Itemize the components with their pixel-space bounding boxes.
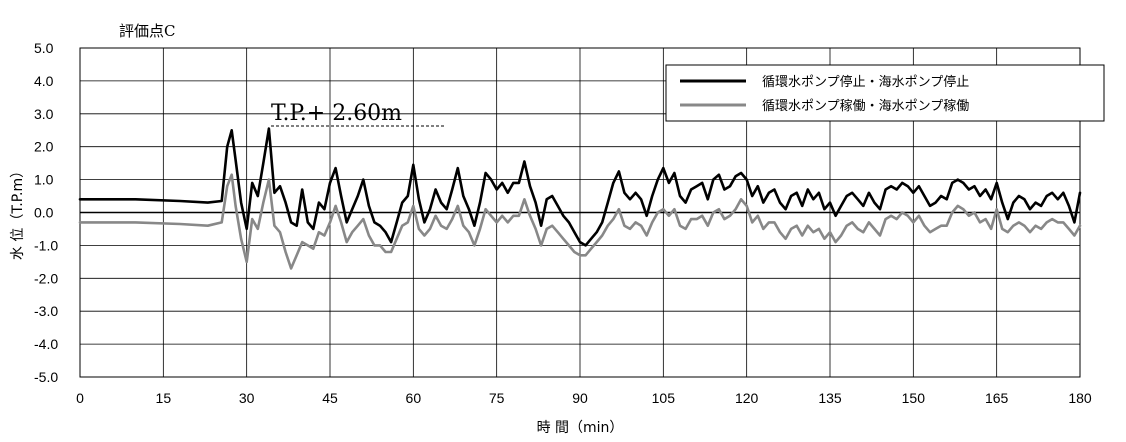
y-tick-label: 4.0 [34, 73, 54, 89]
y-tick-label: 3.0 [34, 106, 54, 122]
peak-annotation-text: T.P.+ 2.60m [271, 101, 402, 126]
series-line-stopped [78, 127, 1082, 247]
x-tick-label: 30 [239, 390, 255, 406]
y-tick-label: -4.0 [34, 336, 58, 352]
x-tick-label: 0 [76, 390, 84, 406]
x-tick-label: 180 [1068, 390, 1092, 406]
x-tick-label: 75 [489, 390, 505, 406]
legend-label-operating: 循環水ポンプ稼働・海水ポンプ稼働 [762, 99, 969, 114]
y-tick-label: -1.0 [34, 237, 58, 253]
y-tick-label: -5.0 [34, 369, 58, 385]
x-tick-label: 60 [406, 390, 422, 406]
x-tick-label: 150 [902, 390, 926, 406]
x-axis-label: 時 間（min） [537, 420, 624, 436]
y-tick-label: -2.0 [34, 270, 58, 286]
series-line-operating [78, 173, 1082, 270]
series-layer [78, 127, 1082, 270]
legend: 循環水ポンプ停止・海水ポンプ停止 循環水ポンプ稼働・海水ポンプ稼働 [665, 64, 1105, 122]
y-tick-labels: 5.0 4.0 3.0 2.0 1.0 0.0 -1.0 -2.0 -3.0 -4.0 -5.0 [34, 40, 58, 385]
y-tick-label: 1.0 [34, 172, 54, 188]
x-tick-labels: 0 15 30 45 60 75 90 105 120 135 150 165 180 [76, 390, 1092, 406]
y-tick-label: 0.0 [34, 205, 54, 221]
x-tick-label: 165 [985, 390, 1009, 406]
x-tick-label: 45 [322, 390, 338, 406]
chart-title: 評価点C [119, 22, 175, 40]
x-tick-label: 105 [652, 390, 676, 406]
legend-box [665, 64, 1105, 122]
x-tick-label: 120 [735, 390, 759, 406]
y-axis-label: 水 位（T.P.m） [10, 164, 26, 260]
y-tick-label: 5.0 [34, 40, 54, 56]
peak-annotation: T.P.+ 2.60m [271, 101, 446, 127]
y-tick-label: -3.0 [34, 303, 58, 319]
legend-label-stopped: 循環水ポンプ停止・海水ポンプ停止 [762, 74, 969, 90]
x-tick-label: 90 [572, 390, 588, 406]
x-tick-label: 15 [156, 390, 172, 406]
x-tick-label: 135 [818, 390, 842, 406]
y-tick-label: 2.0 [34, 139, 54, 155]
